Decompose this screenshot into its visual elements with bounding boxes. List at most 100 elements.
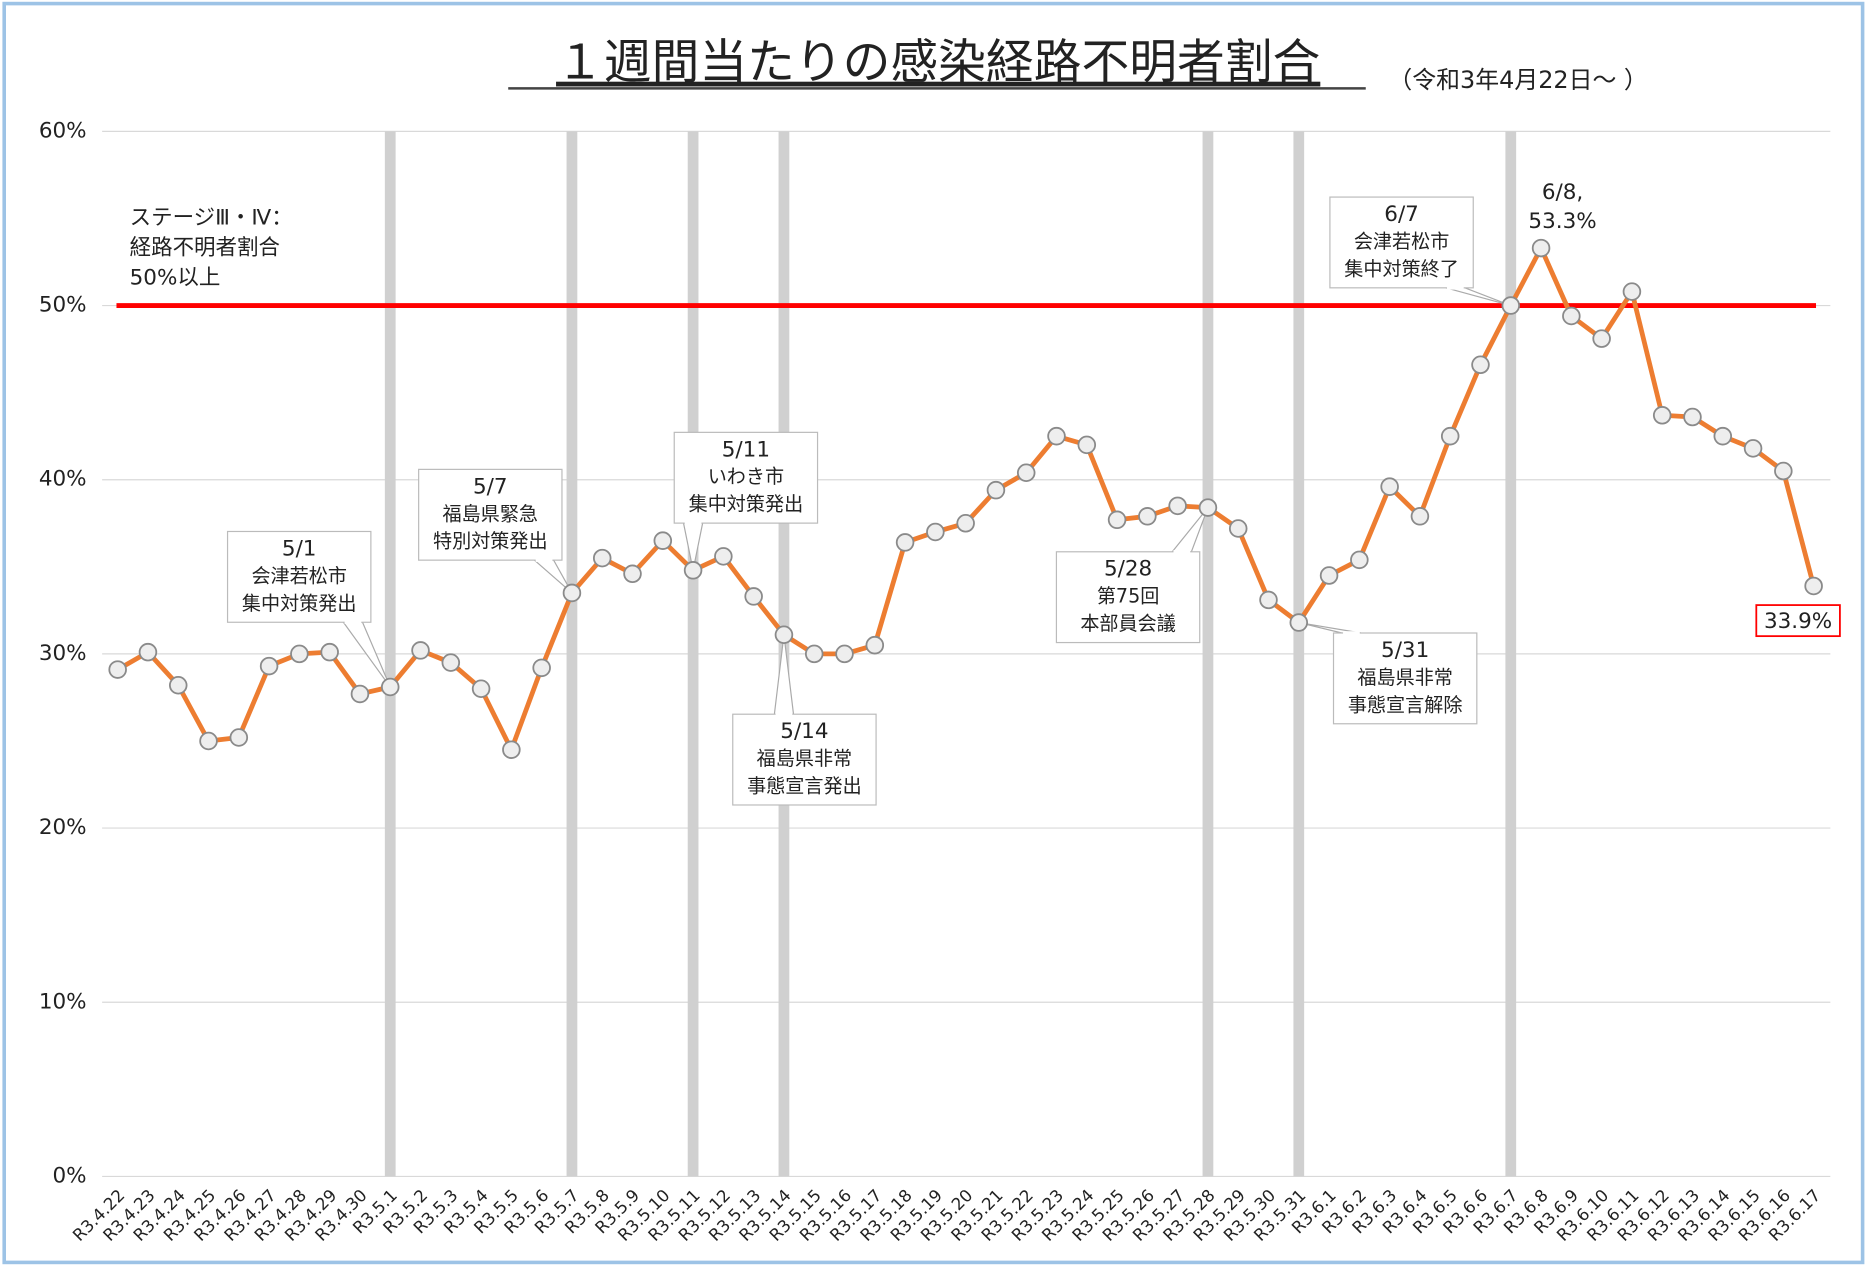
annotation-box xyxy=(1329,196,1474,289)
data-point xyxy=(683,561,703,580)
data-point xyxy=(1259,590,1278,610)
y-tick-label: 0% xyxy=(53,1163,87,1188)
value-label-box xyxy=(1755,604,1841,638)
annotation-gap xyxy=(344,620,362,625)
y-tick-label: 30% xyxy=(39,641,87,666)
peak-date-label: 6/8, xyxy=(1542,180,1583,205)
annotation-box xyxy=(673,431,819,524)
data-point xyxy=(774,625,794,644)
data-point xyxy=(714,547,733,566)
threshold-label: 50%以上 xyxy=(130,265,221,290)
data-point xyxy=(744,587,763,606)
annotation-text: 集中対策発出 xyxy=(689,493,804,516)
annotation-text: 集中対策終了 xyxy=(1344,257,1459,280)
data-point xyxy=(1592,329,1611,348)
data-point xyxy=(1501,296,1521,315)
annotation-gap xyxy=(1446,286,1464,290)
annotation-text: 5/1 xyxy=(282,536,317,561)
data-point xyxy=(168,675,188,695)
data-point xyxy=(1622,282,1642,301)
data-point xyxy=(441,653,461,672)
data-point xyxy=(804,644,824,664)
value-label: 33.9% xyxy=(1764,609,1832,634)
annotation-box xyxy=(418,468,563,561)
annotation-box xyxy=(1055,551,1201,644)
annotation-box xyxy=(732,713,877,806)
annotation-text: 集中対策発出 xyxy=(242,592,357,615)
annotation-text: 6/7 xyxy=(1384,202,1419,227)
annotation-text: 会津若松市 xyxy=(1354,230,1449,253)
data-point xyxy=(653,531,673,550)
chart-title: １週間当たりの感染経路不明者割合 xyxy=(556,36,1320,91)
data-point xyxy=(1410,507,1430,526)
data-point xyxy=(380,677,400,697)
data-point xyxy=(229,728,249,747)
annotation-text: 5/7 xyxy=(473,474,508,499)
y-tick-label: 10% xyxy=(39,989,87,1014)
annotation-gap xyxy=(775,712,793,717)
annotation-text: 事態宣言発出 xyxy=(747,775,862,798)
data-point xyxy=(320,642,339,662)
annotation-text: いわき市 xyxy=(708,465,784,488)
y-tick-label: 60% xyxy=(39,118,87,143)
data-point xyxy=(411,641,430,660)
data-point xyxy=(1228,519,1248,538)
data-point xyxy=(1774,461,1793,481)
data-point xyxy=(986,480,1006,500)
annotation-text: 5/14 xyxy=(780,719,828,744)
data-point xyxy=(1319,566,1339,585)
data-point xyxy=(1289,613,1309,632)
annotation-text: 第75回 xyxy=(1097,585,1159,608)
y-tick-label: 20% xyxy=(39,815,87,840)
data-point xyxy=(1047,426,1066,446)
data-point xyxy=(1531,238,1551,258)
annotation-gap xyxy=(684,521,702,525)
data-point xyxy=(290,644,309,664)
data-point xyxy=(259,656,279,676)
y-tick-label: 50% xyxy=(39,293,87,318)
data-point xyxy=(835,644,854,664)
annotation-gap xyxy=(535,558,553,562)
data-point xyxy=(865,635,885,655)
annotation-text: 福島県非常 xyxy=(1357,666,1452,689)
y-tick-label: 40% xyxy=(39,467,87,492)
data-point xyxy=(1077,435,1097,455)
data-point xyxy=(926,522,945,542)
data-point xyxy=(471,679,491,698)
data-point xyxy=(1016,463,1036,483)
data-point xyxy=(1380,477,1399,496)
data-point xyxy=(1743,439,1763,458)
data-point xyxy=(895,533,915,552)
annotation-text: 特別対策発出 xyxy=(433,530,548,553)
data-point xyxy=(502,740,521,759)
data-point xyxy=(1562,306,1581,326)
data-point xyxy=(592,548,612,568)
data-point xyxy=(1440,426,1460,446)
annotation-text: 福島県非常 xyxy=(757,747,852,770)
data-point xyxy=(138,642,158,662)
annotation-text: 5/28 xyxy=(1104,557,1152,582)
annotation-box xyxy=(1332,632,1478,725)
annotation-box xyxy=(226,530,372,623)
chart-subtitle: （令和3年4月22日～ ） xyxy=(1388,66,1647,94)
annotation-text: 福島県緊急 xyxy=(443,502,538,525)
data-point xyxy=(1138,507,1157,526)
data-point xyxy=(562,583,582,603)
annotation-text: 本部員会議 xyxy=(1080,612,1175,635)
data-point xyxy=(532,658,551,678)
annotation-text: 5/31 xyxy=(1381,638,1429,663)
annotation-text: 会津若松市 xyxy=(251,564,346,587)
annotation-text: 事態宣言解除 xyxy=(1348,693,1463,716)
data-point xyxy=(956,514,975,533)
data-point xyxy=(350,684,370,704)
threshold-label: ステージⅢ・Ⅳ： xyxy=(130,206,293,231)
annotation-gap xyxy=(1173,549,1191,554)
data-point xyxy=(1713,426,1733,446)
data-point xyxy=(1683,407,1702,427)
data-point xyxy=(623,564,642,584)
data-point xyxy=(199,731,218,751)
threshold-label: 経路不明者割合 xyxy=(130,235,280,260)
data-point xyxy=(108,660,127,679)
